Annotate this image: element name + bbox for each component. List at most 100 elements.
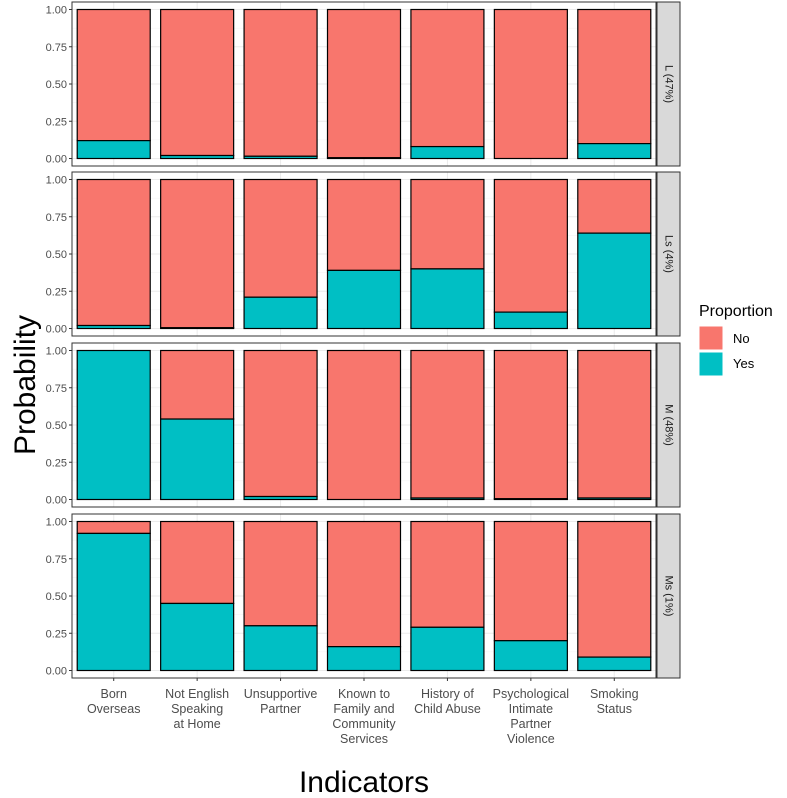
- bar-yes: [577, 232, 652, 330]
- bar-no: [243, 8, 318, 157]
- facet-strip-label: Ls (4%): [663, 235, 675, 273]
- facet-strip-label: Ms (1%): [663, 576, 675, 617]
- x-axis-title: Indicators: [299, 766, 429, 798]
- x-category-label-line: at Home: [174, 717, 221, 731]
- x-category-label-line: Community: [332, 717, 396, 731]
- facet-strip-label: M (48%): [663, 404, 675, 446]
- bar-no: [577, 178, 652, 234]
- y-tick-label: 0.25: [46, 457, 67, 469]
- legend-title: Proportion: [699, 303, 773, 320]
- y-tick-label: 1.00: [46, 517, 67, 529]
- y-tick-label: 0.50: [46, 591, 67, 603]
- bar-yes: [243, 296, 318, 330]
- bar-yes: [410, 145, 485, 160]
- bar-no: [410, 349, 485, 499]
- bar-yes: [160, 154, 235, 160]
- x-category-label: Known to Family and Community Services: [332, 687, 396, 746]
- bar-no: [243, 349, 318, 498]
- facet-strip: [656, 171, 681, 337]
- x-category-label-line: Born: [101, 687, 127, 701]
- bar-no: [160, 349, 235, 420]
- x-category-label-line: Child Abuse: [414, 702, 481, 716]
- bar-no: [410, 8, 485, 148]
- bar-no: [160, 178, 235, 329]
- panel-1: 0.00 0.25 0.50 0.75 1.00 L (47%): [46, 1, 681, 167]
- x-category-label-line: Not English: [165, 687, 229, 701]
- bar-yes: [160, 327, 235, 330]
- bar-no: [493, 178, 568, 313]
- facet-strip: [656, 342, 681, 508]
- facet-strip-label: L (47%): [663, 65, 675, 103]
- y-tick-label: 0.50: [46, 420, 67, 432]
- bar-yes: [410, 497, 485, 501]
- y-tick-label: 0.00: [46, 154, 67, 166]
- bar-yes: [243, 625, 318, 672]
- y-tick-label: 0.25: [46, 286, 67, 298]
- bar-yes: [76, 324, 151, 330]
- bar-no: [76, 520, 151, 535]
- y-tick-label: 1.00: [46, 346, 67, 358]
- y-tick-label: 0.75: [46, 554, 67, 566]
- bar-no: [493, 8, 568, 160]
- bar-no: [493, 349, 568, 500]
- panel-3: 0.00 0.25 0.50 0.75 1.00 M (48%): [46, 342, 681, 508]
- bar-yes: [243, 495, 318, 501]
- panel-border: [71, 1, 657, 167]
- legend-label-no: No: [733, 331, 750, 346]
- bar-no: [326, 349, 402, 501]
- bar-yes: [577, 143, 652, 160]
- x-category-label: History of Child Abuse: [414, 687, 481, 716]
- x-category-label: Smoking Status: [590, 687, 639, 716]
- bar-no: [326, 520, 402, 648]
- x-category-label-line: Unsupportive: [244, 687, 318, 701]
- y-tick-label: 0.75: [46, 42, 67, 54]
- bar-yes: [493, 311, 568, 330]
- bar-no: [577, 349, 652, 499]
- x-category-label-line: Violence: [507, 732, 555, 746]
- facet-strip: [656, 513, 681, 679]
- facet-strip: [656, 1, 681, 167]
- bar-yes: [410, 268, 485, 330]
- bar-no: [493, 520, 568, 642]
- bar-yes: [493, 640, 568, 672]
- x-category-label: Unsupportive Partner: [244, 687, 318, 716]
- legend-key-yes: [698, 351, 724, 377]
- bar-yes: [326, 269, 402, 330]
- bar-no: [243, 520, 318, 627]
- legend: Proportion No Yes: [698, 303, 773, 377]
- x-category-label: Born Overseas: [87, 687, 141, 716]
- bar-no: [326, 8, 402, 159]
- x-category-label-line: Psychological: [493, 687, 569, 701]
- bar-no: [577, 8, 652, 145]
- legend-key-no: [698, 325, 724, 351]
- bar-yes: [76, 140, 151, 160]
- bar-yes: [577, 656, 652, 672]
- x-category-label: Psychological Intimate Partner Violence: [493, 687, 569, 746]
- y-tick-label: 0.75: [46, 383, 67, 395]
- bar-yes: [160, 602, 235, 672]
- x-category-label-line: Services: [340, 732, 388, 746]
- bar-no: [76, 8, 151, 142]
- panel-2: 0.00 0.25 0.50 0.75 1.00 Ls (4%): [46, 171, 681, 337]
- x-category-label-line: Status: [597, 702, 632, 716]
- x-category-label-line: Intimate: [509, 702, 554, 716]
- bar-no: [326, 178, 402, 271]
- bar-yes: [577, 497, 652, 501]
- y-axis-title: Probability: [9, 315, 42, 455]
- facet-panels: 0.00 0.25 0.50 0.75 1.00 L (47%) 0.00 0.25 0.50 0…: [46, 1, 681, 679]
- y-tick-label: 0.50: [46, 79, 67, 91]
- bar-no: [160, 8, 235, 157]
- y-tick-label: 0.00: [46, 666, 67, 678]
- panel-border: [71, 171, 657, 337]
- bar-no: [243, 178, 318, 298]
- bar-yes: [410, 626, 485, 672]
- y-tick-label: 1.00: [46, 175, 67, 187]
- bar-no: [410, 178, 485, 270]
- bar-yes: [76, 349, 151, 501]
- y-tick-label: 0.50: [46, 249, 67, 261]
- bar-yes: [160, 418, 235, 501]
- x-category-label-line: Partner: [260, 702, 301, 716]
- bar-no: [76, 178, 151, 327]
- x-category-label-line: Smoking: [590, 687, 639, 701]
